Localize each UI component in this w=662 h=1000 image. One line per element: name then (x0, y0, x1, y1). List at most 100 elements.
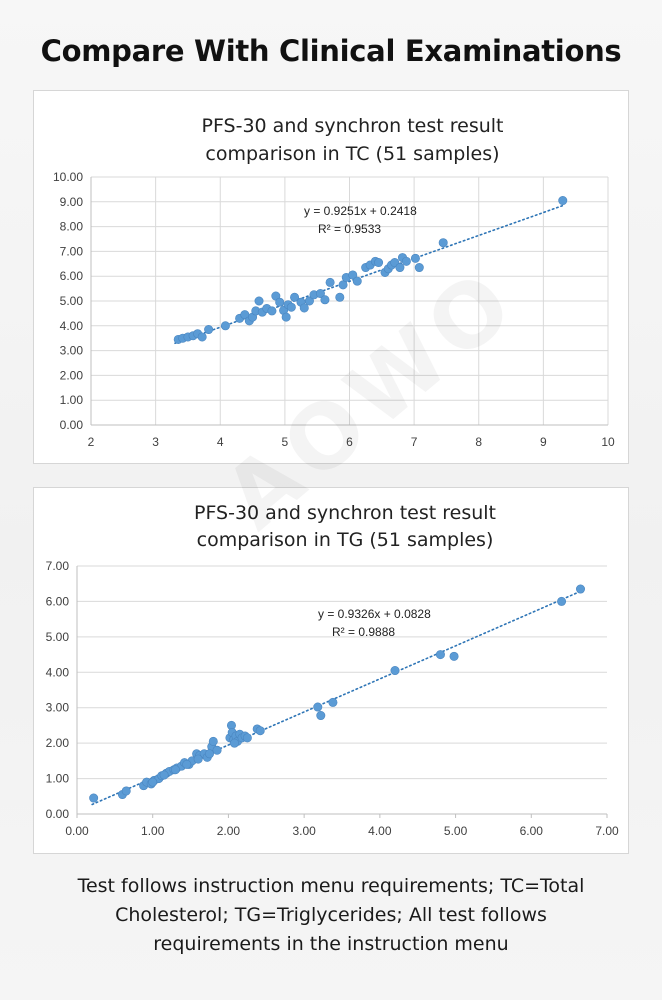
footnote-line: requirements in the instruction menu (153, 933, 509, 955)
data-point (395, 263, 405, 273)
data-point (170, 765, 180, 775)
y-tick-label: 3.00 (60, 344, 84, 358)
chart-title: PFS-30 and synchron test result (194, 502, 496, 524)
data-point (449, 651, 459, 661)
data-point (281, 312, 291, 322)
data-point (325, 277, 335, 287)
x-tick-label: 5.00 (444, 824, 468, 838)
data-point (313, 702, 323, 712)
tg-chart-panel: PFS-30 and synchron test result compariso… (33, 487, 629, 854)
data-point (414, 263, 424, 273)
data-point (328, 697, 338, 707)
footnote-line: Cholesterol; TG=Triglycerides; All test … (115, 904, 547, 926)
data-point (89, 793, 99, 803)
data-point (275, 297, 285, 307)
regression-label: R² = 0.9888 (332, 625, 395, 639)
y-tick-label: 6.00 (46, 594, 70, 608)
x-tick-label: 5 (282, 435, 289, 449)
y-tick-label: 0.00 (46, 807, 70, 821)
data-point (204, 325, 214, 335)
data-point (193, 754, 203, 764)
data-point (557, 596, 567, 606)
footnote-line: Test follows instruction menu requiremen… (77, 875, 585, 897)
y-tick-label: 4.00 (60, 319, 84, 333)
x-tick-label: 9 (540, 435, 547, 449)
data-point (335, 292, 345, 302)
data-point (229, 738, 239, 748)
y-tick-label: 6.00 (60, 269, 84, 283)
y-tick-label: 9.00 (60, 195, 84, 209)
chart-title: PFS-30 and synchron test result (201, 115, 503, 137)
data-point (575, 584, 585, 594)
data-point (390, 666, 400, 676)
x-tick-label: 6 (346, 435, 353, 449)
data-point (197, 332, 207, 342)
y-tick-label: 1.00 (46, 772, 70, 786)
chart-title: comparison in TC (51 samples) (205, 143, 499, 165)
y-tick-label: 0.00 (60, 418, 84, 432)
y-tick-label: 8.00 (60, 220, 84, 234)
x-tick-label: 8 (475, 435, 482, 449)
regression-label: R² = 0.9533 (318, 222, 381, 236)
x-tick-label: 3.00 (292, 824, 316, 838)
y-tick-label: 5.00 (60, 294, 84, 308)
data-point (148, 777, 158, 787)
x-tick-label: 7.00 (595, 824, 619, 838)
data-point (254, 296, 264, 306)
data-point (299, 303, 309, 313)
x-tick-label: 4.00 (368, 824, 392, 838)
data-point (304, 296, 314, 306)
x-tick-label: 2 (88, 435, 95, 449)
page-title: Compare With Clinical Examinations (40, 34, 622, 68)
regression-label: y = 0.9251x + 0.2418 (304, 204, 417, 218)
data-point (410, 253, 420, 263)
data-point (348, 270, 358, 280)
x-tick-label: 10 (601, 435, 615, 449)
y-tick-label: 10.00 (53, 170, 83, 184)
data-point (558, 196, 568, 206)
chart-title: comparison in TG (51 samples) (197, 529, 494, 551)
trendline (91, 590, 582, 806)
data-point (121, 786, 131, 796)
regression-label: y = 0.9326x + 0.0828 (318, 607, 431, 621)
x-tick-label: 0.00 (65, 824, 89, 838)
x-tick-label: 3 (152, 435, 159, 449)
data-point (212, 745, 222, 755)
data-point (159, 770, 169, 780)
data-point (438, 238, 448, 248)
data-point (320, 295, 330, 305)
data-point (255, 726, 265, 736)
y-tick-label: 5.00 (46, 630, 70, 644)
y-tick-label: 2.00 (60, 368, 84, 382)
y-tick-label: 1.00 (60, 393, 84, 407)
data-point (352, 276, 362, 286)
footnote: Test follows instruction menu requiremen… (20, 872, 642, 959)
data-point (290, 292, 300, 302)
x-tick-label: 4 (217, 435, 224, 449)
data-point (401, 256, 411, 266)
data-point (286, 302, 296, 312)
tc-chart-panel: PFS-30 and synchron test result compariso… (33, 90, 629, 464)
data-point (435, 650, 445, 660)
x-tick-label: 1.00 (141, 824, 165, 838)
tc-scatter-chart: PFS-30 and synchron test result compariso… (53, 115, 615, 449)
data-point (182, 759, 192, 769)
x-tick-label: 2.00 (217, 824, 241, 838)
data-point (316, 711, 326, 721)
y-tick-label: 7.00 (60, 244, 84, 258)
x-tick-label: 6.00 (520, 824, 544, 838)
y-tick-label: 3.00 (46, 701, 70, 715)
data-point (374, 258, 384, 268)
data-point (242, 733, 252, 743)
data-point (267, 306, 277, 316)
data-point (338, 280, 348, 290)
y-tick-label: 4.00 (46, 665, 70, 679)
data-point (208, 736, 218, 746)
data-point (205, 749, 215, 759)
tg-scatter-chart: PFS-30 and synchron test result compariso… (46, 502, 619, 838)
data-point (315, 289, 325, 299)
y-tick-label: 7.00 (46, 559, 70, 573)
x-tick-label: 7 (411, 435, 418, 449)
data-point (220, 321, 230, 331)
y-tick-label: 2.00 (46, 736, 70, 750)
